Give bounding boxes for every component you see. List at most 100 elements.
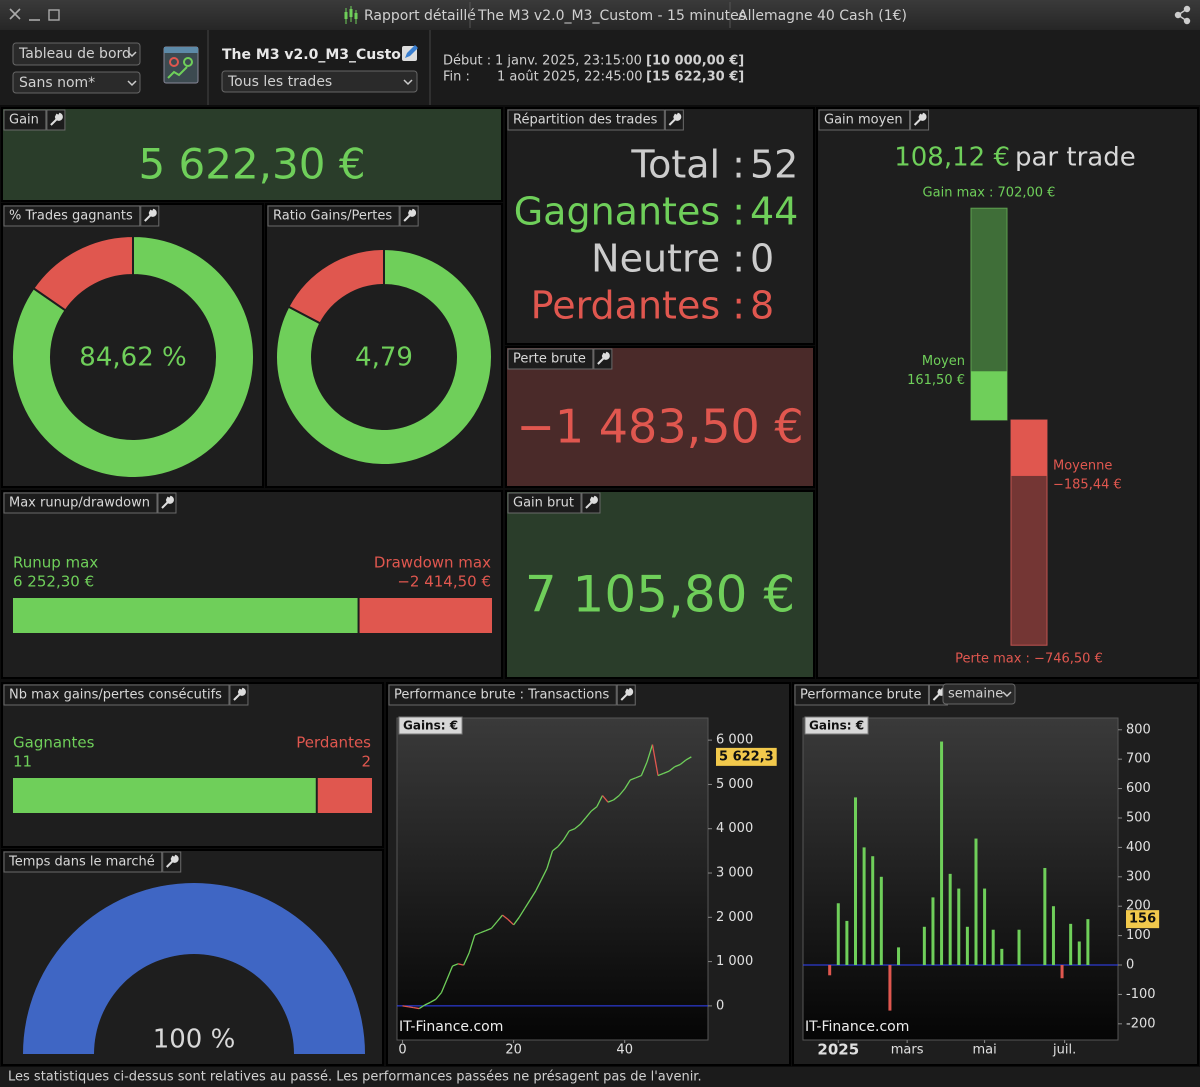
panel-tab (3, 684, 230, 706)
bar (922, 926, 926, 966)
runup-name: Runup max (13, 554, 98, 572)
y-tick-label: 6 000 (716, 733, 753, 748)
y-tick-label: 200 (1126, 899, 1151, 914)
panels: Gain 5 622,30 € % Trades gagnants 84,62 % Ra… (1, 107, 1199, 1066)
streak-win-value: 11 (13, 753, 32, 771)
y-axis-label-box (804, 716, 869, 735)
panel-tab (794, 684, 929, 706)
line-segment (430, 998, 437, 1003)
x-tick-label: 40 (616, 1043, 633, 1058)
y-tick-label: -200 (1126, 1016, 1156, 1031)
layout-select[interactable] (12, 71, 141, 94)
gain-avg-label: 161,50 € (907, 373, 965, 388)
line-segment (596, 795, 604, 807)
panel-title: Répartition des trades (513, 113, 658, 128)
line-segment (507, 919, 515, 926)
close-button[interactable] (9, 8, 21, 20)
last-value-box (716, 747, 777, 766)
period-select[interactable] (942, 683, 1016, 705)
line-segment (463, 952, 470, 966)
y-tick-label: 0 (716, 998, 724, 1013)
streak-loss-value: 2 (361, 753, 371, 771)
distribution-name: Neutre : (591, 237, 745, 281)
bar (854, 797, 857, 966)
end-capital: [15 622,30 €] (646, 70, 744, 85)
window-title: Rapport détaillé (364, 8, 476, 24)
bar (1051, 906, 1055, 966)
distribution-value: 0 (750, 237, 774, 281)
y-axis-label-box (398, 716, 463, 735)
wrench-icon (144, 208, 157, 222)
distribution-value: 44 (750, 190, 798, 234)
view-select[interactable] (12, 42, 141, 66)
filter-select[interactable] (221, 70, 418, 93)
dropdown-arrow (403, 79, 413, 86)
y-tick-label: 4 000 (716, 821, 753, 836)
wrench-icon (403, 208, 417, 222)
gross-gain-value: 7 105,80 € (525, 566, 795, 624)
line-segment (585, 810, 592, 819)
panel (505, 490, 815, 679)
panel-tab (507, 109, 665, 131)
strategy-icon[interactable] (163, 46, 199, 84)
bar (931, 897, 935, 966)
bar (983, 888, 987, 966)
donut-win (275, 247, 493, 466)
line-segment (552, 845, 559, 852)
line-segment (424, 1001, 431, 1006)
x-tick-label: mars (891, 1043, 924, 1058)
line-segment (646, 744, 654, 763)
line-segment (685, 756, 692, 761)
wrench-icon (166, 854, 179, 868)
last-value-label: 5 622,3 (719, 749, 774, 764)
title-bar (0, 0, 1200, 30)
panel-tab (507, 348, 594, 370)
x-tick-label: 0 (398, 1043, 406, 1058)
dropdown-arrow (127, 51, 137, 58)
line-segment (485, 927, 492, 932)
line-segment (668, 766, 676, 772)
line-segment (502, 914, 509, 921)
panel-tab (3, 851, 163, 873)
panel-title: Perte brute (513, 352, 586, 367)
report-icon (344, 6, 358, 24)
toolbar (0, 30, 1200, 105)
line-segment (457, 963, 464, 966)
panel-tab (3, 492, 158, 514)
distribution-value: 52 (750, 143, 798, 187)
runup-value: 6 252,30 € (13, 573, 94, 591)
panel (1, 490, 503, 679)
line-segment (540, 868, 548, 880)
gross-loss-value: −1 483,50 € (516, 400, 803, 454)
maximize-button[interactable] (48, 9, 60, 21)
window-strategy: The M3 v2.0_M3_Custom - 15 minutes (477, 8, 746, 24)
y-tick-label: 100 (1126, 928, 1151, 943)
line-segment (640, 762, 648, 776)
edit-button[interactable] (402, 45, 418, 61)
panel-tab (3, 205, 141, 227)
streak-win-bar (13, 778, 316, 813)
share-button[interactable] (1174, 5, 1191, 25)
line-segment (524, 899, 531, 909)
line-segment (568, 828, 575, 832)
bar (940, 741, 944, 966)
loss-avg-label: −185,44 € (1053, 477, 1122, 492)
gauge-fill (23, 883, 365, 1054)
average-unit: par trade (1015, 143, 1136, 173)
bar (1043, 867, 1047, 966)
footer-bar (0, 1067, 1200, 1087)
bar (1060, 965, 1064, 979)
line-segment (446, 965, 454, 980)
line-segment (624, 779, 631, 790)
wrench-icon (50, 112, 63, 126)
start-date: 1 janv. 2025, 23:15:00 (495, 54, 642, 69)
streak-loss-name: Perdantes (296, 734, 371, 752)
bar (1069, 923, 1073, 966)
gain-max-label: Gain max : 702,00 € (923, 186, 1056, 201)
drawdown-bar (359, 598, 492, 633)
layout-select-text: Sans nom* (19, 75, 95, 91)
y-tick-label: 600 (1126, 781, 1151, 796)
panel-tab (388, 684, 617, 706)
view-select-text: Tableau de bord (18, 46, 131, 62)
